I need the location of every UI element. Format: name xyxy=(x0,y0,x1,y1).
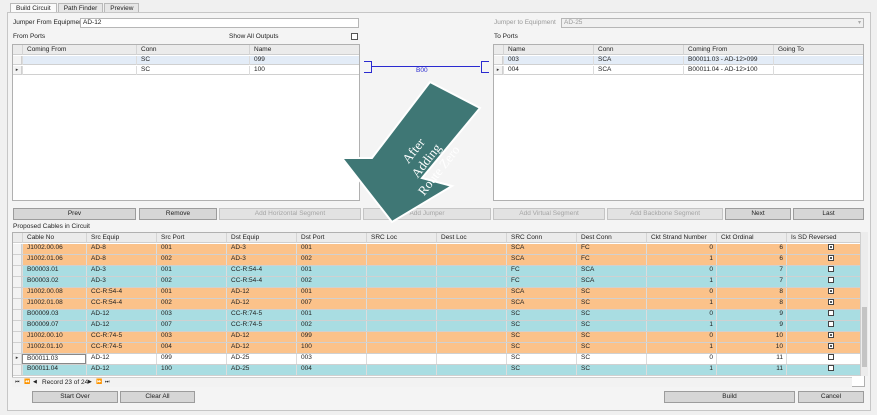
col-strand[interactable]: Ckt Strand Number xyxy=(646,233,716,243)
next-page-icon[interactable]: ⏩ xyxy=(96,379,103,385)
jumper-to-value: AD-25 xyxy=(564,19,583,26)
proposed-cables-label: Proposed Cables in Circuit xyxy=(13,223,90,230)
is-sd-reversed-checkbox[interactable] xyxy=(828,255,834,262)
add-horizontal-segment-button[interactable]: Add Horizontal Segment xyxy=(219,208,361,220)
col-dest-conn[interactable]: Dest Conn xyxy=(576,233,646,243)
table-row[interactable]: ▸ 004 SCA B00011.04 - AD-12>100 xyxy=(494,66,863,75)
col-going-to[interactable]: Going To xyxy=(773,45,865,55)
remove-button[interactable]: Remove xyxy=(139,208,217,220)
table-row[interactable]: B00011.04 AD-12 100 AD-25 004 SC SC 1 11 xyxy=(13,365,864,376)
col-src-port[interactable]: Src Port xyxy=(156,233,226,243)
add-backbone-segment-button[interactable]: Add Backbone Segment xyxy=(607,208,723,220)
from-bracket xyxy=(364,61,372,73)
jumper-from-label: Jumper From Equipment xyxy=(13,19,85,26)
table-row[interactable]: J1002.00.08 CC-R:54-4 001 AD-12 001 SCA SC 0 8 xyxy=(13,288,864,299)
to-ports-header: Name Conn Coming From Going To xyxy=(494,45,863,55)
is-sd-reversed-checkbox[interactable] xyxy=(828,365,834,372)
from-ports-grid: Coming From Conn Name SC 099 ▸ SC 100 xyxy=(12,44,360,201)
jumper-from-field[interactable]: AD-12 xyxy=(80,18,359,28)
cables-header: Cable No Src Equip Src Port Dst Equip Dst Po… xyxy=(13,233,864,243)
table-row[interactable]: J1002.01.06 AD-8 002 AD-3 002 SCA FC 1 6 xyxy=(13,255,864,266)
jumper-to-field: AD-25 ▾ xyxy=(561,18,864,28)
after-adding-route-zero-callout: After Adding Route Zero xyxy=(339,80,482,224)
table-row[interactable]: B00009.07 AD-12 007 CC-R:74-5 002 SC SC 1 9 xyxy=(13,321,864,332)
record-counter: Record 23 of 24 xyxy=(42,379,89,386)
table-row[interactable]: ▸ SC 100 xyxy=(13,66,359,75)
tab-build-circuit[interactable]: Build Circuit xyxy=(10,3,57,13)
col-name[interactable]: Name xyxy=(503,45,593,55)
build-button[interactable]: Build xyxy=(664,391,795,403)
cables-vertical-scrollbar[interactable] xyxy=(860,232,868,376)
is-sd-reversed-checkbox[interactable] xyxy=(828,277,834,284)
table-row[interactable]: J1002.01.10 CC-R:74-5 004 AD-12 100 SC SC 1 10 xyxy=(13,343,864,354)
table-row[interactable]: J1002.01.08 CC-R:54-4 002 AD-12 007 SCA SC 1 8 xyxy=(13,299,864,310)
col-src-conn[interactable]: SRC Conn xyxy=(506,233,576,243)
show-all-outputs-checkbox[interactable] xyxy=(351,33,358,40)
table-row[interactable]: 003 SCA B00011.03 - AD-12>099 xyxy=(494,56,863,65)
is-sd-reversed-checkbox[interactable] xyxy=(828,321,834,328)
connector-line xyxy=(372,66,480,67)
is-sd-reversed-checkbox[interactable] xyxy=(828,299,834,306)
col-coming-from[interactable]: Coming From xyxy=(22,45,136,55)
is-sd-reversed-checkbox[interactable] xyxy=(828,288,834,295)
to-ports-label: To Ports xyxy=(494,33,518,40)
table-row[interactable]: B00003.01 AD-3 001 CC-R:54-4 001 FC SCA 0 7 xyxy=(13,266,864,277)
from-ports-header: Coming From Conn Name xyxy=(13,45,359,55)
table-row[interactable]: B00009.03 AD-12 003 CC-R:74-5 001 SC SC 0 9 xyxy=(13,310,864,321)
col-coming-from[interactable]: Coming From xyxy=(683,45,773,55)
start-over-button[interactable]: Start Over xyxy=(32,391,118,403)
cable-no-editor[interactable]: B00011.03 xyxy=(22,354,86,364)
col-dest-loc[interactable]: Dest Loc xyxy=(436,233,506,243)
is-sd-reversed-checkbox[interactable] xyxy=(828,266,834,273)
is-sd-reversed-checkbox[interactable] xyxy=(828,354,834,361)
col-conn[interactable]: Conn xyxy=(593,45,683,55)
col-reversed[interactable]: Is SD Reversed xyxy=(786,233,856,243)
col-ordinal[interactable]: Ckt Ordinal xyxy=(716,233,786,243)
to-ports-grid: Name Conn Coming From Going To 003 SCA B… xyxy=(493,44,864,201)
col-dst-equip[interactable]: Dst Equip xyxy=(226,233,296,243)
clear-all-button[interactable]: Clear All xyxy=(120,391,195,403)
show-all-outputs-label: Show All Outputs xyxy=(229,33,279,40)
cancel-button[interactable]: Cancel xyxy=(798,391,864,403)
to-bracket xyxy=(481,61,489,73)
col-src-loc[interactable]: SRC Loc xyxy=(366,233,436,243)
table-row[interactable]: ▸ B00011.03 AD-12 099 AD-25 003 SC SC 0 11 xyxy=(13,354,864,365)
connector-label: B00 xyxy=(416,67,428,74)
prev-button[interactable]: Prev xyxy=(13,208,136,220)
arrow-shape xyxy=(339,80,482,224)
row-indicator-icon: ▸ xyxy=(13,354,22,364)
is-sd-reversed-checkbox[interactable] xyxy=(828,310,834,317)
record-navigator: ⏮ ⏪ ◀ Record 23 of 24 ▶ ⏩ ⏭ xyxy=(12,377,852,387)
is-sd-reversed-checkbox[interactable] xyxy=(828,244,834,251)
is-sd-reversed-checkbox[interactable] xyxy=(828,343,834,350)
tab-preview[interactable]: Preview xyxy=(104,3,140,13)
jumper-to-label: Jumper to Equipment xyxy=(494,19,556,26)
last-button[interactable]: Last xyxy=(793,208,864,220)
first-record-icon[interactable]: ⏮ xyxy=(15,379,20,385)
table-row[interactable]: B00003.02 AD-3 002 CC-R:54-4 002 FC SCA 1 7 xyxy=(13,277,864,288)
prev-page-icon[interactable]: ⏪ xyxy=(24,379,31,385)
col-src-equip[interactable]: Src Equip xyxy=(86,233,156,243)
table-row[interactable]: J1002.00.06 AD-8 001 AD-3 001 SCA FC 0 6 xyxy=(13,244,864,255)
table-row[interactable]: SC 099 xyxy=(13,56,359,65)
next-record-icon[interactable]: ▶ xyxy=(88,379,92,385)
next-button[interactable]: Next xyxy=(725,208,791,220)
last-record-icon[interactable]: ⏭ xyxy=(105,379,110,385)
is-sd-reversed-checkbox[interactable] xyxy=(828,332,834,339)
scroll-thumb[interactable] xyxy=(862,307,867,367)
col-cable-no[interactable]: Cable No xyxy=(22,233,86,243)
col-dst-port[interactable]: Dst Port xyxy=(296,233,366,243)
add-virtual-segment-button[interactable]: Add Virtual Segment xyxy=(493,208,605,220)
from-ports-label: From Ports xyxy=(13,33,46,40)
col-name[interactable]: Name xyxy=(249,45,361,55)
col-conn[interactable]: Conn xyxy=(136,45,249,55)
chevron-down-icon: ▾ xyxy=(857,20,861,26)
tab-path-finder[interactable]: Path Finder xyxy=(57,3,104,13)
tab-strip: Build Circuit Path Finder Preview xyxy=(10,3,140,13)
row-indicator-icon: ▸ xyxy=(13,66,22,74)
table-row[interactable]: J1002.00.10 CC-R:74-5 003 AD-12 099 SC SC 0 10 xyxy=(13,332,864,343)
proposed-cables-grid: Cable No Src Equip Src Port Dst Equip Dst Po… xyxy=(12,232,865,387)
prev-record-icon[interactable]: ◀ xyxy=(33,379,37,385)
row-indicator-icon: ▸ xyxy=(494,66,503,74)
